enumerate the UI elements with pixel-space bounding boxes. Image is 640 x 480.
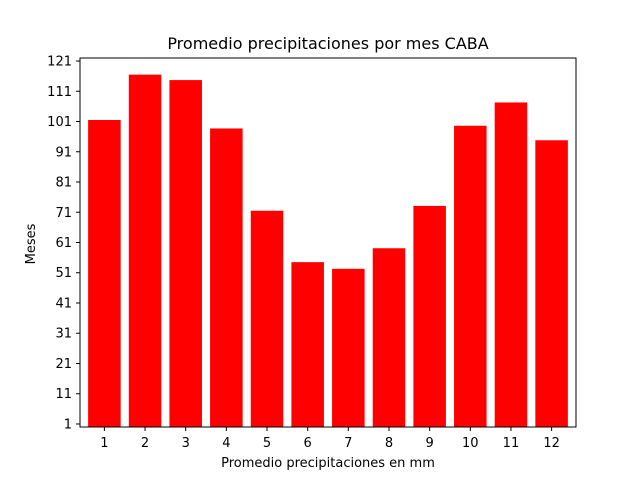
x-tick-label: 2: [141, 436, 149, 451]
plot-frame: [79, 57, 577, 428]
bar-month-2: [128, 74, 162, 427]
x-tick-label: 8: [385, 436, 393, 451]
y-tick-label: 81: [55, 176, 72, 191]
x-tick-label: 11: [503, 436, 520, 451]
y-tick-label: 41: [55, 296, 72, 311]
bar-month-3: [169, 80, 202, 428]
x-tick-label: 6: [304, 436, 312, 451]
bar-month-9: [413, 205, 446, 427]
bar-month-5: [250, 210, 284, 427]
y-tick-label: 121: [47, 55, 72, 70]
bar-month-7: [332, 268, 365, 427]
y-tick-label: 61: [55, 236, 72, 251]
x-tick-label: 7: [344, 436, 352, 451]
x-tick-label: 10: [462, 436, 479, 451]
bar-month-6: [291, 262, 324, 427]
bar-month-12: [535, 140, 568, 427]
x-tick-label: 12: [543, 436, 560, 451]
x-tick-label: 5: [263, 436, 271, 451]
chart-title: Promedio precipitaciones por mes CABA: [167, 34, 488, 53]
bar-month-10: [454, 125, 487, 427]
x-tick-label: 9: [425, 436, 433, 451]
y-axis-label: Meses: [24, 223, 39, 264]
y-tick-label: 51: [55, 266, 72, 281]
bar-month-4: [210, 128, 243, 427]
y-tick-label: 91: [55, 145, 72, 160]
bars: [88, 74, 568, 428]
y-tick-label: 111: [47, 85, 72, 100]
y-tick-label: 1: [64, 417, 72, 432]
x-tick-label: 3: [182, 436, 190, 451]
x-axis-ticks: 1 2 3 4 5 6 7 8 9 10 11 12: [100, 427, 560, 451]
y-tick-label: 71: [55, 206, 72, 221]
y-tick-label: 101: [47, 115, 72, 130]
x-axis-label: Promedio precipitaciones en mm: [221, 456, 435, 471]
y-tick-label: 11: [55, 387, 72, 402]
bar-month-1: [88, 120, 121, 428]
bar-month-11: [494, 102, 528, 427]
y-tick-label: 21: [55, 357, 72, 372]
x-tick-label: 4: [222, 436, 230, 451]
y-tick-label: 31: [55, 327, 72, 342]
x-tick-label: 1: [100, 436, 108, 451]
bar-month-8: [372, 248, 406, 427]
